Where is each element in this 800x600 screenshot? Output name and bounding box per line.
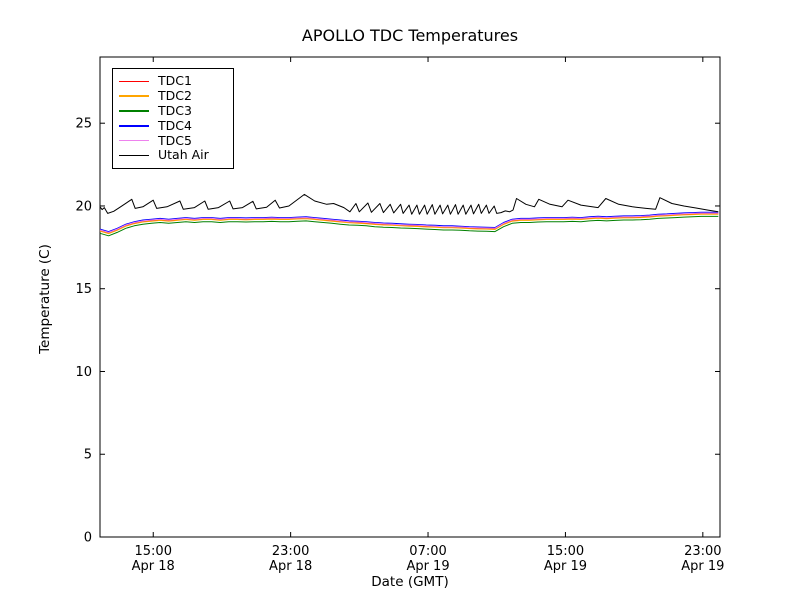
x-tick-label-date: Apr 19: [681, 559, 724, 574]
legend-entry-tdc3: TDC3: [119, 102, 225, 119]
x-tick-label-time: 07:00: [409, 544, 446, 559]
x-tick-label-date: Apr 19: [544, 559, 587, 574]
legend-line-swatch-tdc1: [119, 80, 149, 83]
legend-line-swatch-tdc5: [119, 139, 149, 142]
x-tick-label-time: 15:00: [547, 544, 584, 559]
legend-label-tdc4: TDC4: [158, 117, 192, 133]
series-line-tdc2: [99, 213, 719, 235]
series-line-tdc5: [99, 212, 719, 233]
legend-entry-tdc4: TDC4: [119, 118, 225, 133]
legend-line-swatch-utah-air: [119, 154, 149, 157]
x-tick-label-time: 23:00: [272, 544, 309, 559]
x-tick-label-time: 15:00: [135, 544, 172, 559]
y-tick-label: 20: [75, 199, 92, 214]
x-axis-label: Date (GMT): [371, 574, 449, 590]
legend-entry-tdc1: TDC1: [119, 74, 225, 89]
x-tick-label-date: Apr 18: [132, 559, 175, 574]
legend-label-tdc5: TDC5: [158, 132, 192, 148]
legend-label-tdc3: TDC3: [158, 102, 192, 118]
y-tick-label: 15: [75, 282, 92, 297]
x-tick-label-date: Apr 18: [269, 559, 312, 574]
legend-entry-utah-air: Utah Air: [119, 148, 225, 163]
legend-label-utah-air: Utah Air: [158, 147, 209, 163]
x-tick-label-date: Apr 19: [406, 559, 449, 574]
legend-label-tdc2: TDC2: [158, 88, 192, 104]
y-axis-label-wrap: Temperature (C): [30, 0, 60, 597]
y-tick-label: 25: [75, 117, 92, 132]
plot-frame: [99, 56, 721, 538]
legend-line-swatch-tdc3: [119, 110, 149, 112]
series-line-utah-air: [99, 193, 719, 215]
legend-entry-tdc5: TDC5: [119, 133, 225, 148]
chart-title: APOLLO TDC Temperatures: [301, 26, 519, 45]
legend-entry-tdc2: TDC2: [119, 89, 225, 104]
legend-box: TDC1 TDC2 TDC3 TDC4 TDC5 Utah Air: [112, 68, 234, 169]
legend-label-tdc1: TDC1: [158, 73, 192, 89]
series-line-tdc4: [99, 211, 719, 233]
legend-line-swatch-tdc2: [119, 95, 149, 97]
x-tick-label-time: 23:00: [684, 544, 721, 559]
legend-line-swatch-tdc4: [119, 124, 149, 127]
y-tick-label: 0: [84, 531, 92, 546]
series-line-tdc3: [99, 215, 719, 237]
y-tick-label: 10: [75, 365, 92, 380]
y-tick-label: 5: [84, 448, 92, 463]
y-axis-label: Temperature (C): [37, 243, 53, 354]
